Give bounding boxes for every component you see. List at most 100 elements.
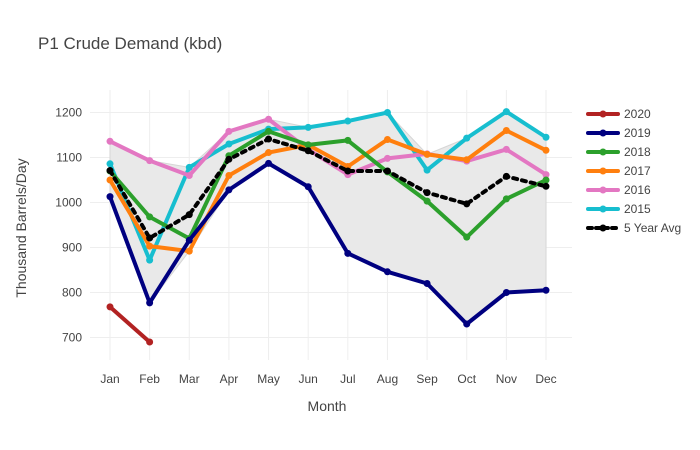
- x-tick-label: Sep: [416, 372, 438, 386]
- data-point-2015: [423, 166, 431, 174]
- data-point-2015: [106, 160, 114, 168]
- legend-marker-2018: [599, 148, 607, 156]
- x-tick-label: Jun: [299, 372, 318, 386]
- y-tick-label: 700: [62, 331, 82, 345]
- legend-marker-2017: [599, 167, 607, 175]
- data-point-2018: [146, 213, 154, 221]
- y-tick-label: 1200: [55, 106, 82, 120]
- legend-label-2017: 2017: [624, 164, 651, 178]
- data-point-2017: [265, 149, 273, 157]
- legend-label-2019: 2019: [624, 126, 651, 140]
- data-point-2017: [542, 146, 550, 154]
- legend: 2020 2019 2018 2017 2016 2015 5 Year Avg: [586, 107, 681, 235]
- data-point-2019: [423, 280, 431, 287]
- data-point-2017: [423, 150, 431, 158]
- data-point-2019: [146, 299, 154, 307]
- data-point-2016: [146, 157, 154, 165]
- x-tick-label: Oct: [457, 372, 476, 386]
- series-5-year-avg: [106, 135, 550, 242]
- legend-item-2018[interactable]: 2018: [586, 145, 651, 159]
- legend-item-2017[interactable]: 2017: [586, 164, 651, 178]
- data-point-5-year-avg: [542, 182, 550, 190]
- data-point-2018: [265, 127, 273, 135]
- data-point-2019: [225, 186, 233, 194]
- x-tick-label: Jul: [340, 372, 355, 386]
- data-point-5-year-avg: [463, 200, 471, 208]
- series-line-2019: [108, 161, 548, 326]
- x-tick-label: Nov: [496, 372, 517, 386]
- data-point-2017: [383, 136, 391, 143]
- x-axis-title: Month: [308, 398, 347, 414]
- series-line-5-year-avg: [108, 137, 548, 241]
- data-point-2017: [463, 156, 471, 164]
- legend-label-2015: 2015: [624, 202, 651, 216]
- legend-item-2019[interactable]: 2019: [586, 126, 651, 140]
- data-point-5-year-avg: [383, 167, 391, 175]
- legend-item-2016[interactable]: 2016: [586, 183, 651, 197]
- x-tick-label: May: [257, 372, 280, 386]
- data-point-2018: [423, 197, 431, 205]
- data-point-5-year-avg: [146, 234, 154, 242]
- legend-label-2020: 2020: [624, 107, 651, 121]
- chart-title: P1 Crude Demand (kbd): [38, 34, 223, 53]
- data-point-2018: [463, 233, 471, 241]
- y-tick-label: 1000: [55, 196, 82, 210]
- data-point-5-year-avg: [225, 155, 233, 163]
- legend-marker-2015: [599, 205, 607, 213]
- data-point-5-year-avg: [185, 211, 193, 219]
- data-point-2016: [502, 145, 510, 153]
- series-layer: [106, 108, 550, 346]
- data-point-2016: [542, 171, 550, 179]
- x-tick-label: Jan: [100, 372, 119, 386]
- y-tick-label: 1100: [56, 151, 82, 165]
- data-point-2019: [383, 268, 391, 276]
- data-point-2019: [463, 320, 471, 328]
- data-point-2018: [502, 195, 510, 203]
- legend-item-2015[interactable]: 2015: [586, 202, 651, 216]
- legend-item-5-year-avg[interactable]: 5 Year Avg: [586, 221, 681, 235]
- data-point-2016: [383, 154, 391, 162]
- data-point-5-year-avg: [106, 167, 114, 175]
- data-point-2018: [304, 141, 312, 149]
- data-point-2019: [304, 183, 312, 191]
- data-point-2015: [225, 140, 233, 148]
- data-point-2020: [106, 303, 114, 311]
- data-point-5-year-avg: [265, 135, 273, 143]
- data-point-2019: [542, 286, 550, 294]
- legend-item-2020[interactable]: 2020: [586, 107, 651, 121]
- legend-marker-2016: [599, 186, 607, 194]
- data-point-2015: [383, 109, 391, 116]
- data-point-5-year-avg: [304, 147, 312, 155]
- data-point-2019: [344, 249, 352, 257]
- data-point-2018: [344, 136, 352, 144]
- data-point-5-year-avg: [423, 189, 431, 197]
- series-line-2015: [108, 109, 548, 263]
- y-tick-labels: 700 800 900 1000 1100 1200: [55, 106, 82, 345]
- legend-label-2018: 2018: [624, 145, 651, 159]
- data-point-2017: [185, 247, 193, 255]
- data-point-2017: [225, 172, 233, 179]
- legend-marker-2019: [599, 129, 607, 137]
- data-point-2015: [463, 134, 471, 142]
- data-point-2018: [542, 176, 550, 184]
- x-tick-label: Aug: [377, 372, 398, 386]
- series-line-2020: [108, 304, 152, 344]
- y-tick-label: 900: [62, 241, 82, 255]
- data-point-2016: [265, 115, 273, 123]
- x-tick-label: Apr: [220, 372, 239, 386]
- series-2020: [106, 303, 154, 346]
- data-point-2017: [146, 242, 154, 250]
- data-point-2019: [185, 236, 193, 244]
- series-2019: [106, 159, 550, 328]
- data-point-2019: [265, 159, 273, 167]
- series-2015: [106, 108, 550, 264]
- legend-marker-5-year-avg: [599, 224, 607, 232]
- x-tick-labels: Jan Feb Mar Apr May Jun Jul Aug Sep Oct Nov Dec: [100, 372, 556, 386]
- data-point-2020: [146, 338, 154, 346]
- data-point-2019: [106, 193, 114, 201]
- y-tick-label: 800: [62, 286, 82, 300]
- data-point-2015: [146, 256, 154, 264]
- legend-label-2016: 2016: [624, 183, 651, 197]
